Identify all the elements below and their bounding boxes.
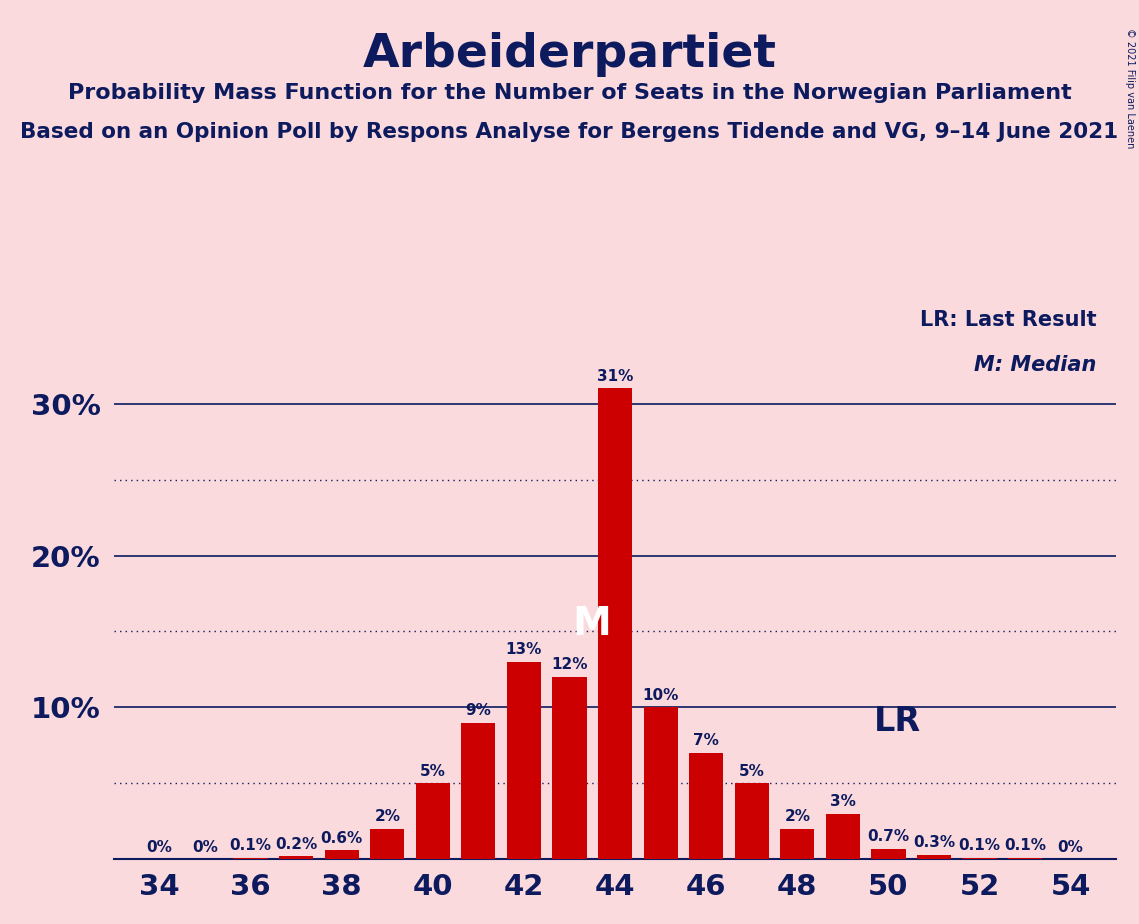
Text: 0%: 0% — [1058, 840, 1083, 855]
Bar — [871, 848, 906, 859]
Text: 31%: 31% — [597, 369, 633, 383]
Text: Arbeiderpartiet: Arbeiderpartiet — [362, 32, 777, 78]
Text: Probability Mass Function for the Number of Seats in the Norwegian Parliament: Probability Mass Function for the Number… — [67, 83, 1072, 103]
Bar — [917, 855, 951, 859]
Text: 0%: 0% — [192, 840, 218, 855]
Text: 0%: 0% — [147, 840, 172, 855]
Bar — [644, 708, 678, 859]
Bar — [461, 723, 495, 859]
Text: 0.2%: 0.2% — [274, 837, 318, 852]
Text: LR: LR — [874, 705, 921, 737]
Text: M: Median: M: Median — [974, 355, 1096, 375]
Text: 10%: 10% — [642, 687, 679, 703]
Text: LR: Last Result: LR: Last Result — [919, 310, 1096, 331]
Bar — [416, 784, 450, 859]
Text: 5%: 5% — [739, 764, 764, 779]
Text: 3%: 3% — [830, 795, 855, 809]
Bar — [826, 814, 860, 859]
Bar — [780, 829, 814, 859]
Bar — [552, 677, 587, 859]
Bar — [370, 829, 404, 859]
Text: M: M — [572, 605, 611, 643]
Text: 0.1%: 0.1% — [1005, 838, 1046, 853]
Text: 0.6%: 0.6% — [320, 831, 363, 845]
Text: 2%: 2% — [785, 809, 810, 824]
Text: 0.3%: 0.3% — [913, 835, 954, 850]
Text: 2%: 2% — [375, 809, 400, 824]
Text: 0.7%: 0.7% — [868, 829, 909, 845]
Text: 0.1%: 0.1% — [230, 838, 271, 853]
Text: 9%: 9% — [466, 703, 491, 718]
Bar — [735, 784, 769, 859]
Text: Based on an Opinion Poll by Respons Analyse for Bergens Tidende and VG, 9–14 Jun: Based on an Opinion Poll by Respons Anal… — [21, 122, 1118, 142]
Text: 13%: 13% — [506, 642, 542, 657]
Bar — [1008, 857, 1042, 859]
Text: © 2021 Filip van Laenen: © 2021 Filip van Laenen — [1125, 28, 1134, 148]
Bar — [325, 850, 359, 859]
Bar — [962, 857, 997, 859]
Text: 0.1%: 0.1% — [959, 838, 1000, 853]
Text: 12%: 12% — [551, 658, 588, 673]
Text: 7%: 7% — [694, 734, 719, 748]
Bar — [689, 753, 723, 859]
Bar — [507, 662, 541, 859]
Text: 5%: 5% — [420, 764, 445, 779]
Bar — [233, 857, 268, 859]
Bar — [279, 857, 313, 859]
Bar — [598, 388, 632, 859]
